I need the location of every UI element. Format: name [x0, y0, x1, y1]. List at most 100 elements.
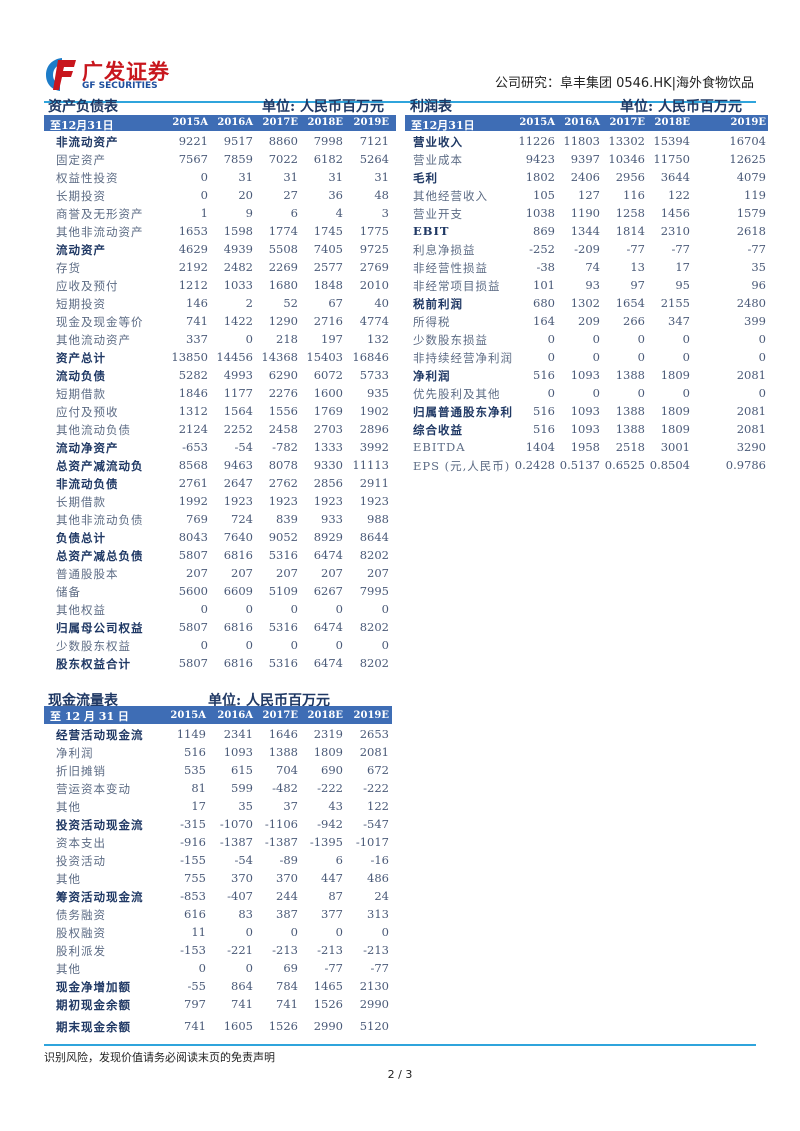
- year-header: 2015A: [170, 710, 206, 721]
- cell-value: 1290: [268, 314, 298, 328]
- cell-value: 1190: [570, 206, 600, 220]
- cell-value: -1106: [264, 817, 298, 831]
- cell-value: 1149: [176, 727, 206, 741]
- cell-value: 0: [637, 350, 645, 364]
- cell-value: -213: [272, 943, 298, 957]
- cell-value: 0.5137: [559, 458, 600, 472]
- row-label: 利息净损益: [413, 243, 476, 257]
- gf-securities-logo: 广发证券 GF SECURITIES: [44, 56, 174, 96]
- year-header: 2018E: [307, 117, 343, 128]
- cell-value: -153: [180, 943, 206, 957]
- row-label: 其他流动负债: [56, 423, 131, 437]
- cell-value: 2703: [313, 422, 343, 436]
- cell-value: 797: [184, 997, 206, 1011]
- cell-value: 1093: [223, 745, 253, 759]
- cell-value: 0: [381, 925, 389, 939]
- row-label: 折旧摊销: [56, 764, 106, 778]
- cell-value: 0.6525: [604, 458, 645, 472]
- year-header: 2018E: [307, 710, 343, 721]
- year-header: 2019E: [353, 710, 389, 721]
- cell-value: 0: [200, 638, 208, 652]
- row-label: 其他非流动资产: [56, 225, 144, 239]
- cell-value: 4629: [178, 242, 208, 256]
- cell-value: 6072: [313, 368, 343, 382]
- cell-value: -482: [272, 781, 298, 795]
- cell-value: 9052: [268, 530, 298, 544]
- cell-value: 8568: [178, 458, 208, 472]
- cell-value: 1388: [615, 368, 645, 382]
- cell-value: 0: [245, 602, 253, 616]
- cell-value: 93: [585, 278, 600, 292]
- cell-value: 2769: [359, 260, 389, 274]
- cell-value: 6816: [223, 620, 253, 634]
- cell-value: 0: [547, 386, 555, 400]
- gf-logo-icon: [46, 58, 76, 91]
- cell-value: 0: [335, 602, 343, 616]
- cell-value: 599: [231, 781, 253, 795]
- cell-value: 1388: [615, 404, 645, 418]
- cell-value: 516: [533, 404, 555, 418]
- cell-value: 9330: [313, 458, 343, 472]
- cell-value: 672: [367, 763, 389, 777]
- cell-value: 9517: [223, 134, 253, 148]
- cell-value: 704: [276, 763, 298, 777]
- cell-value: 4993: [223, 368, 253, 382]
- cell-value: -782: [272, 440, 298, 454]
- cell-value: 14456: [216, 350, 253, 364]
- cell-value: 7022: [268, 152, 298, 166]
- cell-value: 1775: [359, 224, 389, 238]
- cell-value: 5109: [268, 584, 298, 598]
- cell-value: 1388: [268, 745, 298, 759]
- cell-value: 1848: [313, 278, 343, 292]
- cell-value: 8860: [268, 134, 298, 148]
- cell-value: 5508: [268, 242, 298, 256]
- cell-value: 9397: [570, 152, 600, 166]
- cell-value: 17: [675, 260, 690, 274]
- income-statement-header-row: 至12月31日 2015A 2016A 2017E 2018E 2019E: [405, 115, 768, 132]
- cell-value: 2155: [660, 296, 690, 310]
- cell-value: 27: [283, 188, 298, 202]
- cell-value: 2081: [736, 404, 766, 418]
- cell-value: -77: [324, 961, 343, 975]
- cell-value: -222: [363, 781, 389, 795]
- cell-value: 1564: [223, 404, 253, 418]
- cell-value: 8202: [359, 620, 389, 634]
- row-label: 非持续经营净利润: [413, 351, 513, 365]
- balance-sheet-title: 资产负债表: [48, 99, 118, 115]
- cell-value: 7405: [313, 242, 343, 256]
- cell-value: 132: [367, 332, 389, 346]
- cell-value: 1388: [615, 422, 645, 436]
- row-label: 权益性投资: [56, 171, 119, 185]
- row-label: 长期投资: [56, 189, 106, 203]
- cell-value: 839: [276, 512, 298, 526]
- cell-value: 69: [283, 961, 298, 975]
- cell-value: 15394: [653, 134, 690, 148]
- cell-value: 5316: [268, 620, 298, 634]
- cell-value: 1598: [223, 224, 253, 238]
- cell-value: 377: [321, 907, 343, 921]
- cell-value: 1312: [178, 404, 208, 418]
- row-label: 非经常项目损益: [413, 279, 501, 293]
- cell-value: 337: [186, 332, 208, 346]
- cell-value: 387: [276, 907, 298, 921]
- cell-value: 516: [533, 368, 555, 382]
- cell-value: 1302: [570, 296, 600, 310]
- cell-value: 1745: [313, 224, 343, 238]
- cell-value: 9725: [359, 242, 389, 256]
- cell-value: 0: [682, 350, 690, 364]
- cell-value: 35: [751, 260, 766, 274]
- cell-value: 0: [637, 332, 645, 346]
- cell-value: 10346: [608, 152, 645, 166]
- row-label: EBITDA: [413, 440, 466, 454]
- cell-value: 1923: [313, 494, 343, 508]
- year-header: 2017E: [609, 117, 645, 128]
- cell-value: 11750: [653, 152, 690, 166]
- row-label: 固定资产: [56, 153, 106, 167]
- row-label: 债务融资: [56, 908, 106, 922]
- cell-value: 7995: [359, 584, 389, 598]
- cell-value: 0: [200, 170, 208, 184]
- year-header: 2015A: [172, 117, 208, 128]
- year-header: 2015A: [519, 117, 555, 128]
- cell-value: 1605: [223, 1019, 253, 1033]
- cell-value: 4774: [359, 314, 389, 328]
